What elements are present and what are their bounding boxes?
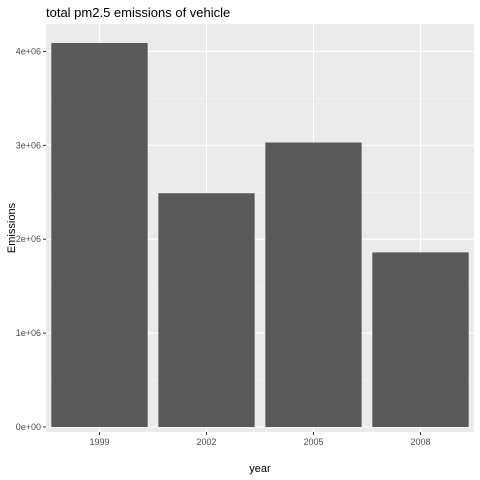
y-tick-label: 0e+00	[16, 422, 41, 432]
chart-title: total pm2.5 emissions of vehicle	[46, 5, 230, 20]
y-tick-label: 3e+06	[16, 140, 41, 150]
y-axis: 0e+00 1e+06 2e+06 3e+06 4e+06	[16, 46, 46, 432]
x-axis: 1999 2002 2005 2008	[89, 432, 431, 447]
bar-2008	[372, 252, 469, 427]
y-tick-label: 2e+06	[16, 234, 41, 244]
y-axis-title: Emissions	[6, 202, 18, 253]
y-tick-label: 1e+06	[16, 328, 41, 338]
x-tick-label: 2008	[410, 437, 430, 447]
x-tick-label: 2002	[196, 437, 216, 447]
x-tick-label: 2005	[303, 437, 323, 447]
y-tick-label: 4e+06	[16, 46, 41, 56]
bar-1999	[51, 43, 148, 427]
x-tick-label: 1999	[89, 437, 109, 447]
x-axis-title: year	[249, 463, 271, 475]
bar-2005	[265, 142, 362, 427]
bars	[51, 43, 469, 427]
bar-2002	[158, 193, 255, 427]
